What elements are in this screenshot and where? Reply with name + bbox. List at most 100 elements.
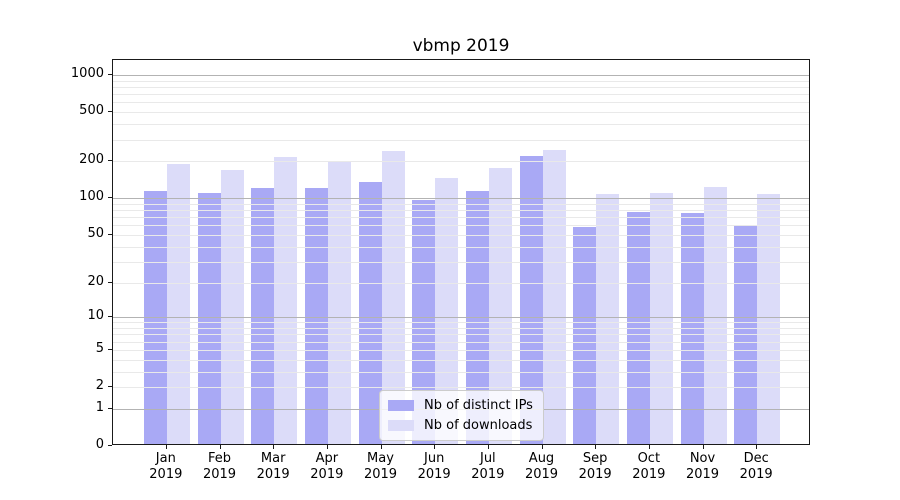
y-tick-mark	[108, 386, 112, 387]
x-tick-label: Jan 2019	[149, 451, 183, 482]
gridline-major	[113, 75, 809, 76]
bar-downloads-nov-2019	[703, 187, 727, 444]
gridline-major	[113, 317, 809, 319]
legend-item-distinct-ips: Nb of distinct IPs	[388, 397, 533, 414]
y-tick-mark	[108, 348, 112, 350]
bar-downloads-sep-2019	[596, 194, 620, 444]
y-tick-label: 2	[95, 378, 104, 393]
gridline-major	[113, 198, 809, 200]
y-tick-label: 0	[95, 437, 104, 452]
x-tick-mark	[487, 445, 489, 449]
x-tick-mark	[273, 445, 275, 449]
plot-area	[112, 59, 810, 445]
y-tick-label: 20	[87, 273, 104, 289]
gridline-minor	[113, 86, 809, 88]
y-tick-mark	[108, 233, 112, 235]
gridline-minor	[113, 234, 809, 236]
gridline-minor	[113, 203, 809, 205]
bar-downloads-feb-2019	[220, 169, 244, 444]
x-tick-label: Feb 2019	[202, 451, 237, 482]
x-tick-mark	[165, 445, 167, 449]
x-tick-mark	[702, 445, 704, 449]
chart-title: vbmp 2019	[412, 36, 510, 56]
y-tick-mark	[108, 197, 112, 199]
gridline-minor	[113, 94, 809, 96]
x-tick-mark	[648, 445, 650, 449]
bar-distinct-ips-apr-2019	[304, 188, 328, 444]
x-tick-label: Mar 2019	[256, 451, 290, 482]
bar-downloads-dec-2019	[757, 193, 781, 444]
x-tick-mark	[434, 445, 436, 449]
x-tick-mark	[541, 445, 543, 449]
bar-downloads-aug-2019	[542, 150, 566, 444]
legend-label-distinct-ips: Nb of distinct IPs	[424, 398, 533, 413]
y-tick-label: 1000	[70, 66, 104, 81]
gridline-minor	[113, 161, 809, 163]
y-tick-mark	[108, 281, 112, 283]
gridline-minor	[113, 349, 809, 351]
bar-downloads-may-2019	[381, 151, 405, 444]
x-tick-label: Jul 2019	[471, 451, 505, 482]
y-tick-label: 5	[95, 340, 104, 356]
bar-distinct-ips-sep-2019	[573, 227, 597, 444]
x-tick-label: Sep 2019	[578, 451, 612, 482]
y-tick-mark	[108, 407, 112, 409]
bar-distinct-ips-jun-2019	[412, 200, 436, 444]
x-tick-label: Oct 2019	[632, 451, 666, 482]
legend-item-downloads: Nb of downloads	[388, 417, 533, 434]
gridline-minor	[113, 246, 809, 248]
gridline-minor	[113, 387, 809, 388]
bar-downloads-oct-2019	[649, 192, 673, 444]
gridline-minor	[113, 371, 809, 373]
gridline-minor	[113, 210, 809, 212]
bar-distinct-ips-mar-2019	[251, 188, 275, 444]
bar-distinct-ips-feb-2019	[197, 192, 221, 444]
gridline-minor	[113, 282, 809, 284]
gridline-minor	[113, 112, 809, 114]
y-tick-mark	[108, 160, 112, 162]
bar-downloads-jun-2019	[435, 178, 459, 444]
y-tick-label: 200	[79, 152, 104, 168]
gridline-minor	[113, 139, 809, 141]
y-tick-mark	[108, 74, 112, 75]
x-tick-label: Jun 2019	[417, 451, 451, 482]
legend-swatch-downloads-icon	[388, 420, 414, 431]
gridline-minor	[113, 334, 809, 336]
bar-downloads-apr-2019	[327, 162, 351, 444]
y-tick-label: 1	[95, 399, 104, 415]
x-tick-label: Nov 2019	[685, 451, 720, 482]
gridline-minor	[113, 217, 809, 219]
x-tick-mark	[219, 445, 221, 449]
gridline-minor	[113, 359, 809, 361]
y-tick-mark	[108, 111, 112, 113]
bar-downloads-jul-2019	[488, 167, 512, 444]
bar-downloads-jan-2019	[166, 163, 190, 444]
gridline-minor	[113, 341, 809, 343]
x-tick-label: Apr 2019	[310, 451, 344, 482]
x-tick-mark	[326, 445, 328, 449]
legend: Nb of distinct IPs Nb of downloads	[379, 390, 544, 441]
bar-distinct-ips-may-2019	[358, 182, 382, 444]
y-tick-label: 500	[79, 103, 104, 119]
legend-swatch-distinct-ips-icon	[388, 400, 414, 411]
x-tick-label: May 2019	[363, 451, 398, 482]
y-tick-label: 10	[87, 308, 104, 324]
gridline-minor	[113, 102, 809, 104]
y-tick-label: 50	[87, 225, 104, 241]
x-tick-mark	[595, 445, 597, 449]
y-tick-label: 100	[79, 189, 104, 205]
gridline-minor	[113, 225, 809, 227]
gridline-minor	[113, 80, 809, 82]
x-tick-mark	[380, 445, 382, 449]
gridline-minor	[113, 328, 809, 329]
gridline-minor	[113, 261, 809, 263]
gridline-minor	[113, 124, 809, 126]
legend-label-downloads: Nb of downloads	[424, 418, 533, 433]
x-tick-label: Dec 2019	[739, 451, 773, 482]
x-tick-mark	[756, 445, 758, 449]
x-tick-label: Aug 2019	[524, 451, 559, 482]
gridline-minor	[113, 322, 809, 324]
grid-layer	[113, 60, 809, 444]
y-tick-mark	[108, 316, 112, 318]
